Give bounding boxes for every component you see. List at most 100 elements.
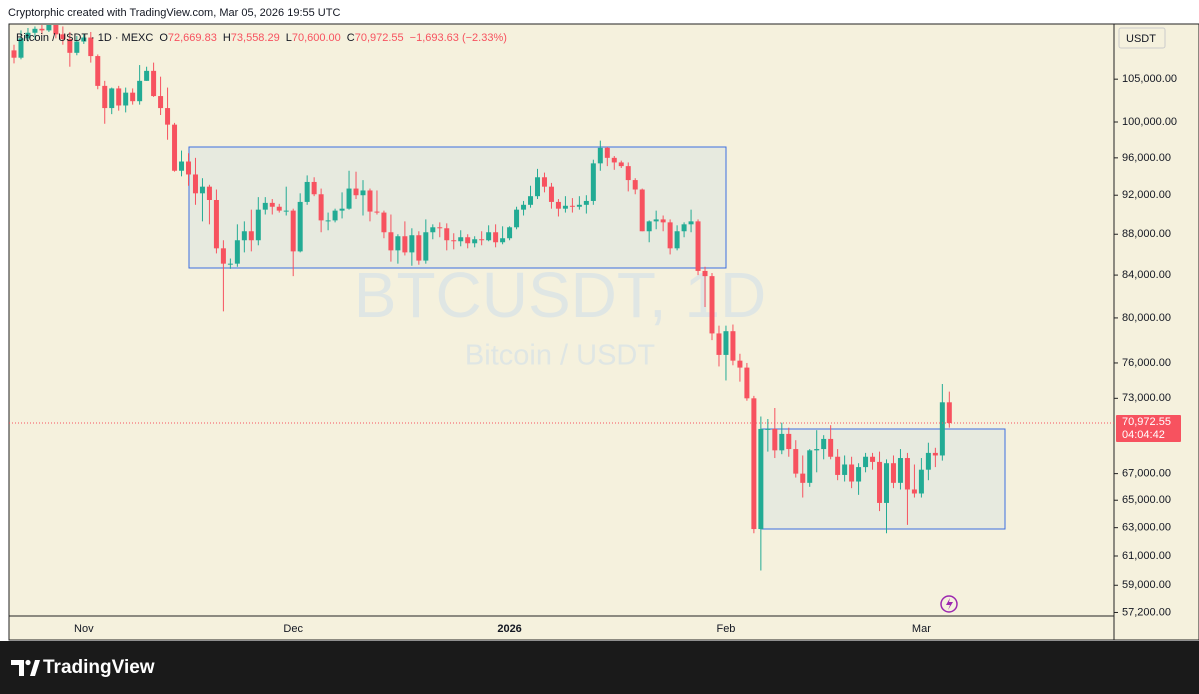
candle-body — [423, 232, 429, 261]
candle-body — [241, 231, 247, 241]
legend-value: 73,558.29 — [231, 32, 280, 44]
candle-body — [192, 174, 198, 194]
candle-body — [856, 467, 862, 482]
currency-box — [1118, 27, 1166, 49]
candle-body — [332, 210, 338, 221]
candle-body — [674, 231, 680, 249]
x-tick-label: Mar — [912, 623, 931, 635]
candle-body — [409, 235, 415, 253]
legend-key: L — [286, 32, 292, 44]
candle-body — [786, 433, 792, 450]
candle-body — [325, 220, 331, 222]
currency: USDT — [1126, 33, 1156, 45]
candle-body — [939, 402, 945, 456]
candle-body — [290, 210, 296, 252]
candle-body — [800, 473, 806, 483]
candle-body — [695, 221, 701, 271]
candle-body — [346, 188, 352, 209]
candle-body — [625, 166, 631, 181]
candle-body — [402, 236, 408, 253]
candle-body — [897, 458, 903, 483]
y-tick-label: 67,000.00 — [1122, 468, 1171, 480]
candle-body — [849, 464, 855, 482]
x-tick-label: Feb — [716, 623, 735, 635]
candle-body — [186, 161, 191, 175]
candle-body — [248, 231, 254, 241]
candle-body — [842, 464, 848, 475]
y-tick-label: 61,000.00 — [1122, 550, 1171, 562]
candle-body — [465, 237, 471, 244]
footer-brand: TradingView — [43, 657, 155, 678]
candle-body — [437, 227, 443, 229]
candle-body — [81, 37, 87, 42]
candle-body — [283, 210, 289, 212]
candle-body — [618, 162, 624, 167]
candle-body — [137, 80, 143, 102]
candle-body — [863, 456, 869, 468]
candle-body — [604, 147, 610, 158]
candle-body — [472, 239, 478, 244]
candle-body — [39, 28, 45, 31]
candle-body — [276, 206, 282, 211]
candle-body — [884, 463, 889, 503]
y-tick-label: 100,000.00 — [1122, 116, 1177, 128]
candle-body — [772, 428, 778, 451]
candle-body — [653, 219, 659, 222]
candle-body — [395, 236, 401, 251]
candle-body — [318, 194, 324, 221]
y-tick-label: 105,000.00 — [1122, 73, 1177, 85]
candle-body — [102, 85, 108, 109]
candle-body — [297, 201, 303, 252]
y-tick-label: 84,000.00 — [1122, 269, 1171, 281]
watermark: BTCUSDT, 1D — [354, 259, 767, 331]
candle-body — [311, 181, 317, 195]
candle-body — [74, 41, 80, 53]
candle-body — [269, 202, 275, 207]
candle-body — [702, 270, 708, 277]
y-tick-label: 59,000.00 — [1122, 579, 1171, 591]
candle-body — [109, 88, 115, 109]
candle-body — [381, 212, 387, 233]
candle-body — [904, 458, 910, 490]
candle-body — [234, 240, 240, 264]
candle-body — [18, 38, 24, 58]
candle-body — [172, 124, 178, 171]
candle-body — [548, 186, 554, 202]
legend-symbol: Bitcoin / USDT · 1D · MEXC — [16, 32, 153, 44]
candle-body — [667, 222, 673, 249]
y-tick-label: 73,000.00 — [1122, 392, 1171, 404]
candle-body — [67, 39, 73, 53]
candle-body — [541, 177, 547, 187]
y-tick-label: 80,000.00 — [1122, 312, 1171, 324]
range-box — [761, 428, 1006, 530]
candle-body — [514, 209, 520, 228]
last-price-box — [1116, 415, 1181, 443]
candle-body — [632, 180, 638, 190]
legend-change: −1,693.63 (−2.33%) — [410, 32, 507, 44]
candle-body — [444, 228, 450, 241]
candle-body — [53, 25, 59, 35]
legend-key: O — [159, 32, 168, 44]
candle-body — [262, 202, 268, 210]
candle-body — [807, 450, 813, 483]
candle-body — [737, 360, 743, 368]
candle-body — [304, 181, 310, 202]
y-tick-label: 65,000.00 — [1122, 494, 1171, 506]
legend-value: 70,600.00 — [292, 32, 341, 44]
candle-body — [528, 196, 534, 205]
candle-body — [367, 190, 373, 212]
y-tick-label: 76,000.00 — [1122, 357, 1171, 369]
candle-body — [144, 70, 150, 81]
candle-body — [213, 200, 219, 249]
candle-body — [500, 238, 506, 243]
x-tick-label: Nov — [74, 623, 94, 635]
range-box — [188, 146, 727, 269]
candle-body — [793, 449, 799, 474]
candle-body — [206, 186, 212, 201]
candle-body — [535, 177, 540, 197]
candle-body — [814, 449, 820, 451]
y-tick-label: 92,000.00 — [1122, 189, 1171, 201]
footer-bar — [0, 641, 1199, 694]
